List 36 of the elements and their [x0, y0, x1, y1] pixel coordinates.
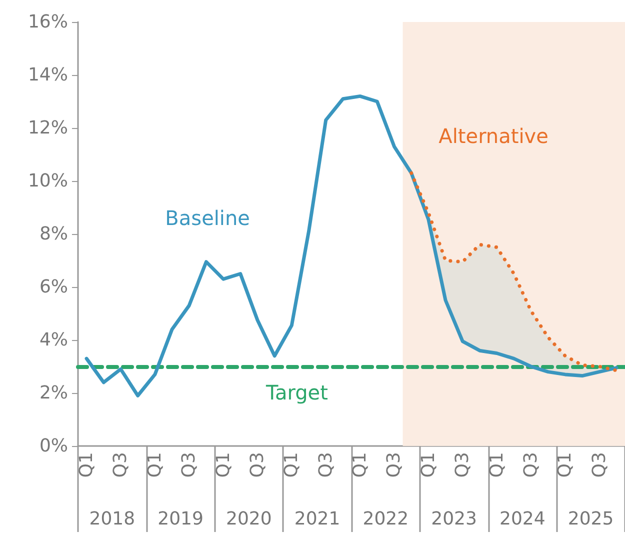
x-tick-label: Q3: [520, 452, 542, 478]
x-tick-label: Q3: [384, 452, 405, 478]
y-tick-label: 6%: [39, 276, 68, 298]
text: 2023: [431, 508, 477, 530]
y-tick-label: 4%: [39, 330, 68, 350]
text: 2019: [158, 508, 204, 530]
x-tick-label: Q1: [281, 452, 302, 478]
text: 2024: [500, 508, 546, 530]
x-tick-label: Q1: [350, 452, 371, 478]
x-tick-label: Q3: [452, 452, 474, 478]
x-tick-label: Q1: [212, 452, 234, 478]
x-tick-label: Q1: [554, 452, 576, 478]
x-tick-label: Q3: [315, 452, 336, 478]
x-tick-label: Q1: [486, 452, 508, 478]
x-tick-label: Q1: [144, 452, 166, 478]
y-tick-label: 12%: [28, 118, 68, 138]
text: 2020: [226, 508, 272, 530]
x-tick-label: Q3: [110, 452, 132, 478]
y-tick-label: 2%: [39, 382, 68, 404]
text: 2018: [89, 508, 136, 530]
y-tick-label: 14%: [28, 64, 68, 86]
y-tick-label: 16%: [28, 12, 68, 32]
text: 2025: [568, 508, 614, 530]
y-tick-label: 8%: [39, 224, 68, 244]
y-tick-label: 10%: [28, 170, 68, 192]
y-tick-label: 0%: [39, 436, 68, 456]
x-tick-label: Q1: [76, 452, 98, 478]
text: 2021: [294, 508, 340, 530]
text: 2022: [362, 508, 409, 530]
x-tick-label: Q3: [178, 452, 200, 478]
text: Baseline: [165, 206, 250, 230]
x-tick-label: Q1: [418, 452, 439, 478]
ref-line-label: Target: [265, 380, 328, 404]
x-tick-label: Q3: [588, 452, 610, 478]
series-label: Alternative: [438, 124, 548, 148]
x-tick-label: Q3: [246, 452, 268, 478]
